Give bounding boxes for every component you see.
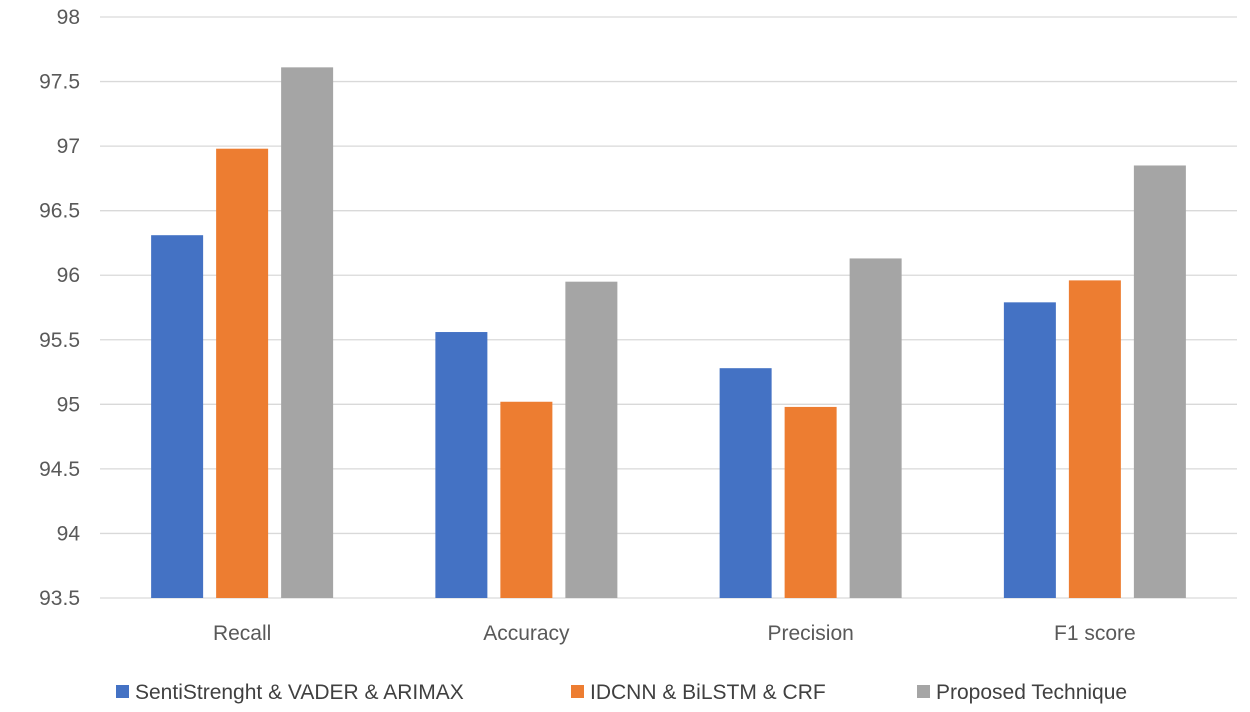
y-tick-label: 96 [57,264,80,287]
legend-item: SentiStrenght & VADER & ARIMAX [116,681,464,704]
gridlines [100,16,1237,599]
x-category-label: F1 score [1054,622,1136,645]
bar-f1-score-series-1 [1003,302,1056,598]
bar-recall-series-3 [281,67,334,598]
bar-precision-series-1 [719,368,772,598]
y-tick-label: 98 [57,6,80,29]
legend-label: IDCNN & BiLSTM & CRF [590,681,826,704]
bar-accuracy-series-1 [435,332,488,598]
x-axis-category-labels: Recall Accuracy Precision F1 score [213,622,1136,645]
legend-label: SentiStrenght & VADER & ARIMAX [135,681,464,704]
y-tick-label: 96.5 [39,200,80,223]
x-category-label: Recall [213,622,271,645]
x-category-label: Accuracy [483,622,570,645]
legend-label: Proposed Technique [936,681,1127,704]
bar-recall-series-2 [216,148,269,598]
legend-item: IDCNN & BiLSTM & CRF [571,681,826,704]
y-tick-label: 95 [57,393,80,416]
legend-swatch [571,685,584,698]
y-tick-label: 93.5 [39,587,80,610]
y-tick-label: 94.5 [39,458,80,481]
bar-f1-score-series-3 [1133,165,1186,598]
bar-accuracy-series-2 [500,401,553,598]
bar-accuracy-series-3 [565,281,618,598]
bar-recall-series-1 [151,235,204,598]
bar-precision-series-3 [849,258,902,598]
legend-swatch [116,685,129,698]
y-tick-label: 97.5 [39,71,80,94]
bar-precision-series-2 [784,406,837,598]
y-tick-label: 94 [57,522,81,545]
legend-item: Proposed Technique [917,681,1127,704]
y-axis-tick-labels: 93.5 94 94.5 95 95.5 96 96.5 97 97.5 98 [39,6,80,610]
bars [151,67,1186,598]
legend-swatch [917,685,930,698]
bar-f1-score-series-2 [1068,280,1121,598]
legend: SentiStrenght & VADER & ARIMAX IDCNN & Bi… [116,681,1127,704]
y-tick-label: 95.5 [39,329,80,352]
x-category-label: Precision [767,622,853,645]
y-tick-label: 97 [57,135,80,158]
